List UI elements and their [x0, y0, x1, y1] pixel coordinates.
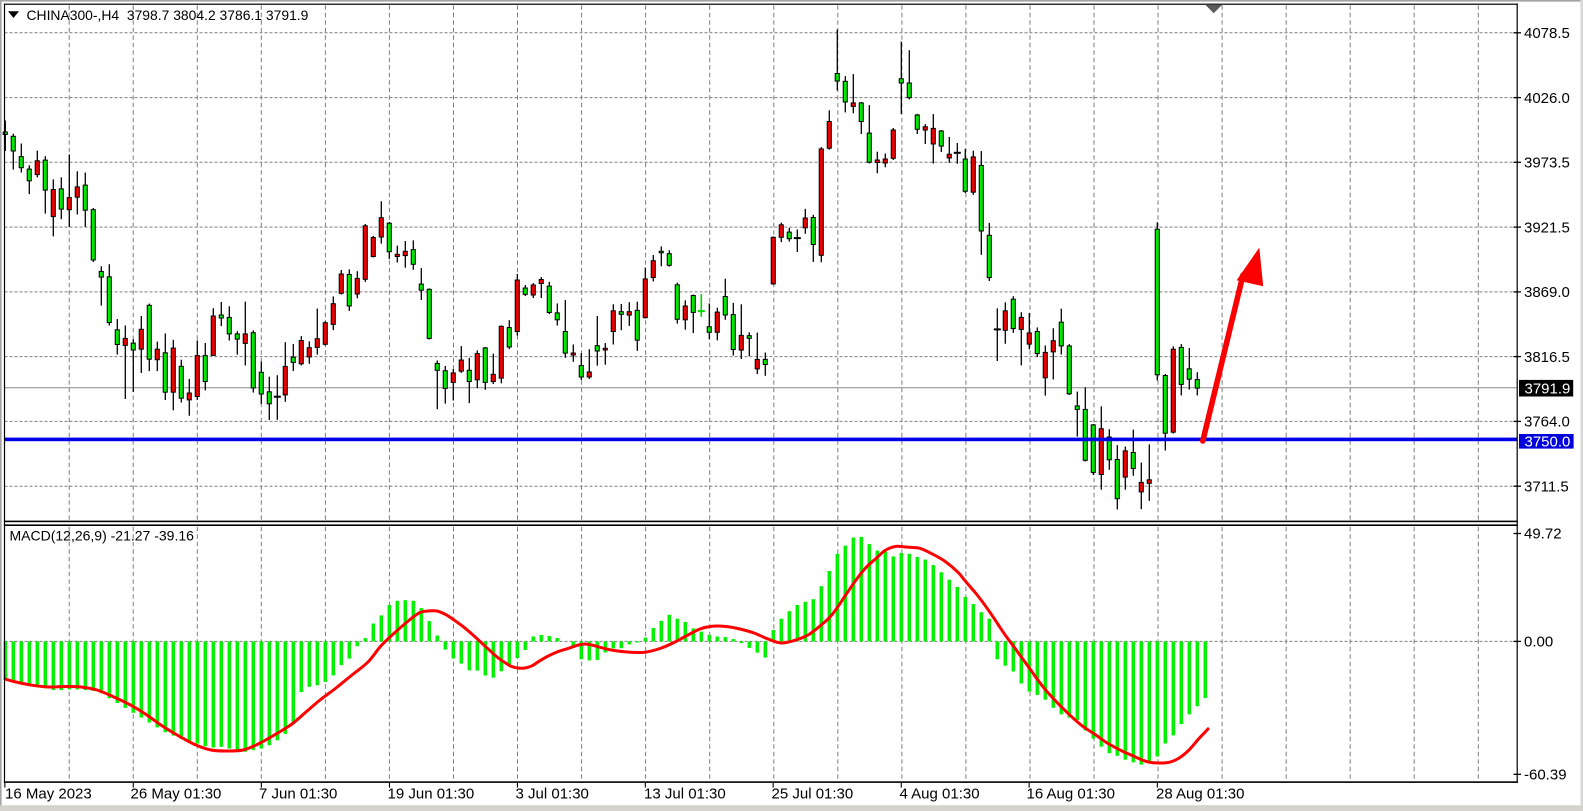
- svg-text:3869.0: 3869.0: [1524, 284, 1570, 301]
- svg-text:49.72: 49.72: [1524, 526, 1562, 543]
- svg-text:19 Jun 01:30: 19 Jun 01:30: [388, 786, 475, 803]
- svg-text:26 May 01:30: 26 May 01:30: [131, 786, 222, 803]
- svg-text:CHINA300-,H4 3798.7 3804.2 37: CHINA300-,H4 3798.7 3804.2 3786.1 3791.9: [27, 7, 309, 23]
- svg-text:7 Jun 01:30: 7 Jun 01:30: [259, 786, 337, 803]
- svg-text:3973.5: 3973.5: [1524, 155, 1570, 172]
- svg-text:0.00: 0.00: [1524, 634, 1553, 651]
- svg-text:3791.9: 3791.9: [1525, 380, 1571, 397]
- svg-text:25 Jul 01:30: 25 Jul 01:30: [772, 786, 854, 803]
- svg-text:4026.0: 4026.0: [1524, 90, 1570, 107]
- svg-text:MACD(12,26,9) -21.27 -39.16: MACD(12,26,9) -21.27 -39.16: [10, 528, 195, 544]
- svg-text:13 Jul 01:30: 13 Jul 01:30: [644, 786, 726, 803]
- svg-text:4 Aug 01:30: 4 Aug 01:30: [900, 786, 980, 803]
- svg-text:28 Aug 01:30: 28 Aug 01:30: [1156, 786, 1244, 803]
- svg-text:3921.5: 3921.5: [1524, 219, 1570, 236]
- svg-text:3 Jul 01:30: 3 Jul 01:30: [516, 786, 589, 803]
- svg-text:16 Aug 01:30: 16 Aug 01:30: [1027, 786, 1115, 803]
- svg-text:3816.5: 3816.5: [1524, 349, 1570, 366]
- svg-text:3764.0: 3764.0: [1524, 414, 1570, 431]
- svg-text:4078.5: 4078.5: [1524, 25, 1570, 42]
- svg-text:16 May 2023: 16 May 2023: [5, 786, 92, 803]
- svg-text:3750.0: 3750.0: [1525, 433, 1571, 450]
- svg-text:-60.39: -60.39: [1524, 767, 1567, 784]
- svg-text:3711.5: 3711.5: [1524, 478, 1569, 495]
